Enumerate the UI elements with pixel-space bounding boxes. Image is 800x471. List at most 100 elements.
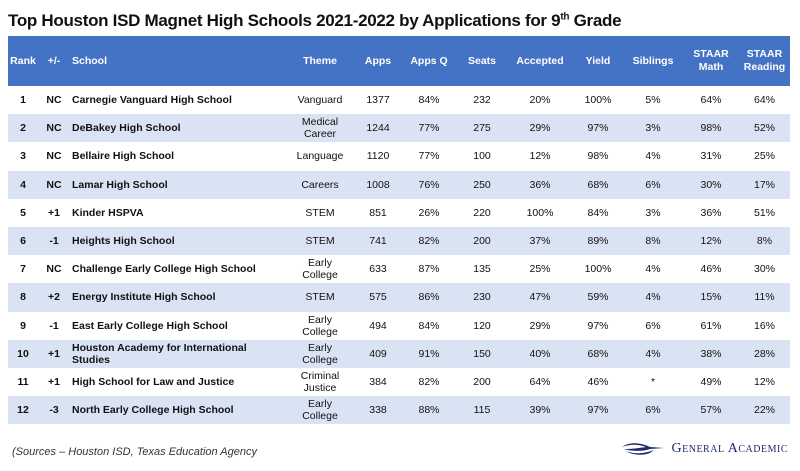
column-header-yield: Yield xyxy=(585,54,611,67)
cell-theme: Language xyxy=(296,150,344,163)
cell-reading: 51% xyxy=(753,206,775,219)
cell-appsq: 26% xyxy=(418,206,440,219)
table-row: 2 NC DeBakey High School Medical Career 1244 7… xyxy=(8,114,790,143)
cell-chg: NC xyxy=(46,263,62,276)
cell-appsq: 87% xyxy=(418,263,440,276)
cell-accepted: 47% xyxy=(529,291,551,304)
cell-school: Challenge Early College High School xyxy=(72,263,256,276)
cell-reading: 8% xyxy=(756,235,773,248)
cell-apps: 384 xyxy=(369,375,387,388)
cell-siblings: 4% xyxy=(645,347,661,360)
cell-math: 30% xyxy=(700,178,722,191)
cell-appsq: 84% xyxy=(418,319,440,332)
cell-apps: 409 xyxy=(369,347,387,360)
cell-apps: 1244 xyxy=(366,122,390,135)
cell-yield: 46% xyxy=(587,375,609,388)
cell-theme: Early College xyxy=(302,398,338,423)
cell-theme: STEM xyxy=(305,291,335,304)
cell-apps: 575 xyxy=(369,291,387,304)
cell-yield: 97% xyxy=(587,319,609,332)
cell-chg: NC xyxy=(46,150,62,163)
cell-seats: 275 xyxy=(473,122,491,135)
cell-accepted: 39% xyxy=(529,404,551,417)
cell-reading: 30% xyxy=(753,263,775,276)
cell-seats: 135 xyxy=(473,263,491,276)
cell-apps: 741 xyxy=(369,235,387,248)
cell-math: 98% xyxy=(700,122,722,135)
cell-theme: STEM xyxy=(305,235,335,248)
table-row: 9 -1 East Early College High School Early Co… xyxy=(8,312,790,340)
cell-school: Heights High School xyxy=(72,235,175,248)
cell-math: 64% xyxy=(700,94,722,107)
cell-seats: 115 xyxy=(473,404,491,417)
cell-appsq: 77% xyxy=(418,150,440,163)
cell-theme: Vanguard xyxy=(297,94,343,107)
cell-siblings: 4% xyxy=(645,291,661,304)
cell-reading: 17% xyxy=(753,178,775,191)
cell-reading: 28% xyxy=(753,347,775,360)
cell-seats: 100 xyxy=(473,150,491,163)
column-header-rank: Rank xyxy=(10,54,36,67)
cell-siblings: 6% xyxy=(645,178,661,191)
cell-appsq: 82% xyxy=(418,235,440,248)
cell-reading: 12% xyxy=(753,375,775,388)
cell-seats: 200 xyxy=(473,235,491,248)
cell-rank: 8 xyxy=(20,291,26,304)
cell-chg: NC xyxy=(46,122,62,135)
cell-apps: 633 xyxy=(369,263,387,276)
cell-yield: 89% xyxy=(587,235,609,248)
cell-seats: 250 xyxy=(473,178,491,191)
table-row: 5 +1 Kinder HSPVA STEM 851 26% 220 100% 84% 3% 36%… xyxy=(8,199,790,227)
cell-theme: STEM xyxy=(305,206,335,219)
cell-yield: 68% xyxy=(587,347,609,360)
cell-seats: 120 xyxy=(473,319,491,332)
column-header-reading: STAAR Reading xyxy=(743,48,786,73)
column-header-seats: Seats xyxy=(467,54,497,67)
table-row: 8 +2 Energy Institute High School STEM 575 86… xyxy=(8,283,790,312)
cell-accepted: 37% xyxy=(529,235,551,248)
cell-chg: -1 xyxy=(49,319,59,332)
column-header-siblings: Siblings xyxy=(632,54,674,67)
cell-rank: 9 xyxy=(20,319,26,332)
page-title: Top Houston ISD Magnet High Schools 2021… xyxy=(8,11,622,31)
cell-rank: 1 xyxy=(20,94,26,107)
swoosh-logo-icon xyxy=(621,443,664,455)
cell-yield: 97% xyxy=(587,122,609,135)
cell-rank: 7 xyxy=(20,263,26,276)
table-header: Rank +/- School Theme Apps Apps Q Seats Accepte… xyxy=(8,36,790,86)
cell-apps: 851 xyxy=(369,206,387,219)
cell-theme: Early College xyxy=(302,257,338,282)
column-header-theme: Theme xyxy=(303,54,337,67)
cell-siblings: 6% xyxy=(645,404,661,417)
cell-appsq: 76% xyxy=(418,178,440,191)
cell-math: 57% xyxy=(700,404,722,417)
sources-note: (Sources – Houston ISD, Texas Education … xyxy=(12,446,257,458)
cell-apps: 1008 xyxy=(366,178,390,191)
cell-apps: 1377 xyxy=(366,94,390,107)
cell-rank: 3 xyxy=(20,150,26,163)
column-header-accepted: Accepted xyxy=(516,54,564,67)
cell-school: Bellaire High School xyxy=(72,150,175,163)
cell-theme: Careers xyxy=(301,178,339,191)
cell-school: DeBakey High School xyxy=(72,122,181,135)
cell-accepted: 40% xyxy=(529,347,551,360)
cell-math: 49% xyxy=(700,375,722,388)
cell-yield: 98% xyxy=(587,150,609,163)
cell-accepted: 25% xyxy=(529,263,551,276)
cell-siblings: 3% xyxy=(645,206,661,219)
column-header-school: School xyxy=(72,54,108,67)
cell-math: 15% xyxy=(700,291,722,304)
cell-theme: Medical Career xyxy=(301,116,339,141)
table-row: 1 NC Carnegie Vanguard High School Vanguard… xyxy=(8,86,790,114)
cell-school: Energy Institute High School xyxy=(72,291,216,304)
logo: General Academic xyxy=(620,441,789,457)
cell-accepted: 64% xyxy=(529,375,551,388)
cell-yield: 97% xyxy=(587,404,609,417)
cell-math: 31% xyxy=(700,150,722,163)
cell-school: East Early College High School xyxy=(72,319,228,332)
cell-yield: 68% xyxy=(587,178,609,191)
cell-school: North Early College High School xyxy=(72,404,234,417)
cell-siblings: 3% xyxy=(645,122,661,135)
cell-reading: 52% xyxy=(753,122,775,135)
cell-accepted: 36% xyxy=(529,178,551,191)
